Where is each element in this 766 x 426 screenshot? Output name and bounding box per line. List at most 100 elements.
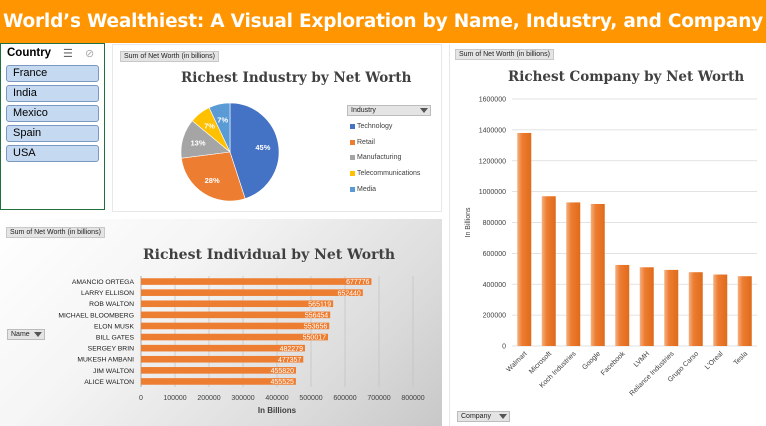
x-tick-label: 400000 [265,395,288,402]
bar-amancio-ortega [141,278,372,285]
legend-swatch [350,171,355,177]
bar-data-label: 477357 [278,357,301,364]
y-tick-label: 1200000 [479,158,506,165]
slicer-item-france[interactable]: France [6,65,99,82]
company-filter-button[interactable]: Company [457,411,510,422]
y-tick-label: AMANCIO ORTEGA [72,279,135,286]
slicer-item-india[interactable]: India [6,85,99,102]
bar-tesla [737,276,752,346]
x-tick-label: Reliance Industries [629,350,676,397]
legend-item-media: Media [357,185,377,193]
bar-rob-walton [141,300,334,308]
company-chart-panel: Sum of Net Worth (in billions) Richest C… [449,44,766,426]
bar-michael-bloomberg [141,311,331,319]
y-tick-label: 1600000 [479,97,506,104]
legend-item-retail: Retail [357,138,375,146]
slicer-item-usa[interactable]: USA [6,145,99,162]
individual-value-field-button[interactable]: Sum of Net Worth (in billions) [6,227,105,238]
x-tick-label: 300000 [231,395,254,402]
bar-data-label: 677776 [346,279,369,286]
x-tick-label: Facebook [600,350,627,377]
bar-data-label: 455820 [271,368,294,375]
bar-data-label: 556454 [305,312,328,319]
individual-chart-panel: Sum of Net Worth (in billions) Richest I… [0,219,442,426]
industry-pie-chart: 45% 28% 13% 7%7% [180,102,280,202]
bar-walmart [517,132,532,346]
pie-slice-technology [229,102,280,199]
name-filter-label: Name [11,331,30,338]
bar-data-label: 565119 [308,301,331,308]
x-axis-title: In Billions [258,406,297,415]
pie-data-label: 7% [217,115,228,124]
bar-jim-walton [141,367,296,374]
name-filter-button[interactable]: Name [7,329,45,340]
y-tick-label: ELON MUSK [94,323,135,330]
filter-dropdown-icon [34,332,42,337]
industry-filter-label: Industry [351,107,376,114]
y-tick-label: 1400000 [479,127,506,134]
legend-swatch [350,186,355,192]
y-tick-label: ALICE WALTON [84,379,134,386]
bar-sergey-brin [141,344,305,352]
company-filter-label: Company [461,413,491,420]
industry-filter-button[interactable]: Industry [347,105,431,116]
company-value-field-button[interactable]: Sum of Net Worth (in billions) [455,49,554,60]
filter-dropdown-icon [499,414,507,419]
x-tick-label: 200000 [197,395,220,402]
y-tick-label: 0 [502,344,506,351]
individual-bar-chart: 0 100000 200000 300000 400000 500000 600000 700… [58,276,425,415]
slicer-item-mexico[interactable]: Mexico [6,105,99,122]
x-tick-label: Microsoft [528,350,553,375]
x-tick-label: 700000 [367,395,390,402]
y-tick-label: 400000 [483,282,506,289]
bar-facebook [615,264,630,346]
clear-filter-icon[interactable]: ⊘ [85,48,95,60]
legend-item-technology: Technology [357,123,393,130]
bar-data-label: 550017 [303,335,326,342]
y-tick-label: BILL GATES [96,334,135,341]
x-tick-label: 0 [139,395,143,402]
pie-data-label: 28% [205,176,220,185]
company-column-chart: 0 200000 400000 600000 800000 1000000 1200000 1… [465,97,757,398]
industry-chart-title: Richest Industry by Net Worth [181,70,412,86]
bar-larry-ellison [141,289,363,296]
y-tick-label: 800000 [483,220,506,227]
bar-google [590,203,605,346]
bar-microsoft [541,196,556,346]
x-tick-label: 100000 [163,395,186,402]
legend-swatch [350,155,355,161]
bar-data-label: 652440 [337,290,360,297]
filter-dropdown-icon [420,108,428,113]
slicer-title: Country [7,47,52,59]
multi-select-icon[interactable]: ☰ [63,48,73,60]
x-tick-label: Tesla [733,350,750,367]
y-tick-label: LARRY ELLISON [81,290,134,297]
industry-chart-panel: Sum of Net Worth (in billions) Richest I… [112,44,442,212]
x-tick-label: L'Oreal [704,350,725,371]
y-tick-label: MUKESH AMBANI [77,357,134,364]
y-axis-title: In Billions [465,207,472,237]
x-tick-label: 500000 [299,395,322,402]
bar-grupo-carso [688,272,703,346]
bar-lvmh [639,267,654,346]
pie-slice-media [208,102,231,153]
legend-swatch [350,139,355,145]
industry-value-field-button[interactable]: Sum of Net Worth (in billions) [120,51,219,62]
bar-mukesh-ambani [141,355,304,363]
y-tick-label: MICHAEL BLOOMBERG [58,312,134,319]
x-tick-label: Google [581,350,602,371]
y-tick-label: 200000 [483,313,506,320]
bar-data-label: 482279 [280,346,303,353]
bar-l-oreal [713,274,728,346]
bar-data-label: 553656 [304,324,327,331]
y-tick-label: 600000 [483,251,506,258]
y-tick-label: 1000000 [479,189,506,196]
bar-data-label: 455525 [271,379,294,386]
bar-elon-musk [141,322,330,330]
individual-chart-title: Richest Individual by Net Worth [143,247,396,263]
y-tick-label: ROB WALTON [89,301,134,308]
y-tick-label: SERGEY BRIN [88,346,134,353]
slicer-item-spain[interactable]: Spain [6,125,99,142]
country-slicer: Country ☰ ⊘ France India Mexico Spain US… [0,43,105,210]
x-tick-label: 600000 [333,395,356,402]
